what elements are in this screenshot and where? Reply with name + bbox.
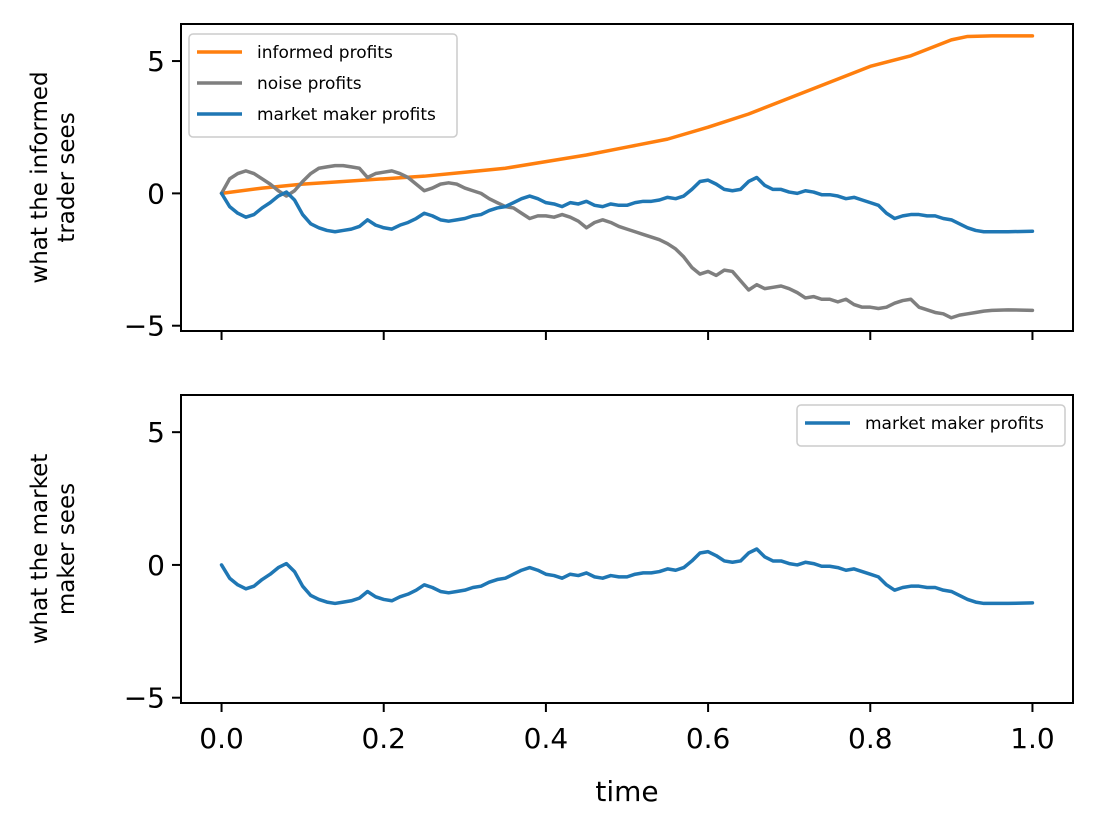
legend: market maker profits <box>796 404 1066 447</box>
series-line-noise-profits <box>219 163 1035 320</box>
legend-label: market maker profits <box>865 414 1044 434</box>
series-line-market-maker-profits <box>219 547 1035 606</box>
y-tick-label: −5 <box>124 682 165 715</box>
legend-label: market maker profits <box>257 105 436 125</box>
y-axis-label-line: trader sees <box>54 112 80 242</box>
x-tick-label: 0.8 <box>848 722 893 755</box>
y-tick-label: 5 <box>147 416 165 449</box>
axes-frame <box>180 394 1074 704</box>
x-tick-label: 0.4 <box>524 722 569 755</box>
legend-label: noise profits <box>257 74 362 94</box>
legend: informed profits noise profits market make… <box>188 33 458 138</box>
y-tick-label: 0 <box>147 177 165 210</box>
y-axis-label: what the informedtrader sees <box>27 71 80 283</box>
axes-frame <box>180 23 1074 332</box>
y-axis-label-line: what the informed <box>27 71 53 283</box>
x-axis-label: time <box>595 775 658 808</box>
series-line-informed-profits <box>219 34 1035 196</box>
subplot-1: −5 0 5 what the informedtrader sees informed… <box>27 23 1074 343</box>
y-axis-label-line: maker sees <box>54 483 80 615</box>
x-tick-label: 0.2 <box>361 722 406 755</box>
x-tick-label: 0.0 <box>199 722 244 755</box>
y-tick-label: 0 <box>147 549 165 582</box>
series-line-market-maker-profits <box>219 175 1035 234</box>
x-tick-label: 0.6 <box>686 722 731 755</box>
y-tick-label: −5 <box>124 310 165 343</box>
y-tick-label: 5 <box>147 45 165 78</box>
subplot-2: 0.0 0.2 0.4 0.6 0.8 1.0 −5 0 5 what the marketmak… <box>27 394 1074 808</box>
legend-box <box>796 404 1066 447</box>
x-tick-label: 1.0 <box>1010 722 1055 755</box>
legend-box <box>188 33 458 138</box>
y-axis-label-line: what the market <box>27 454 53 645</box>
y-axis-label: what the marketmaker sees <box>27 454 80 645</box>
legend-label: informed profits <box>257 43 393 63</box>
